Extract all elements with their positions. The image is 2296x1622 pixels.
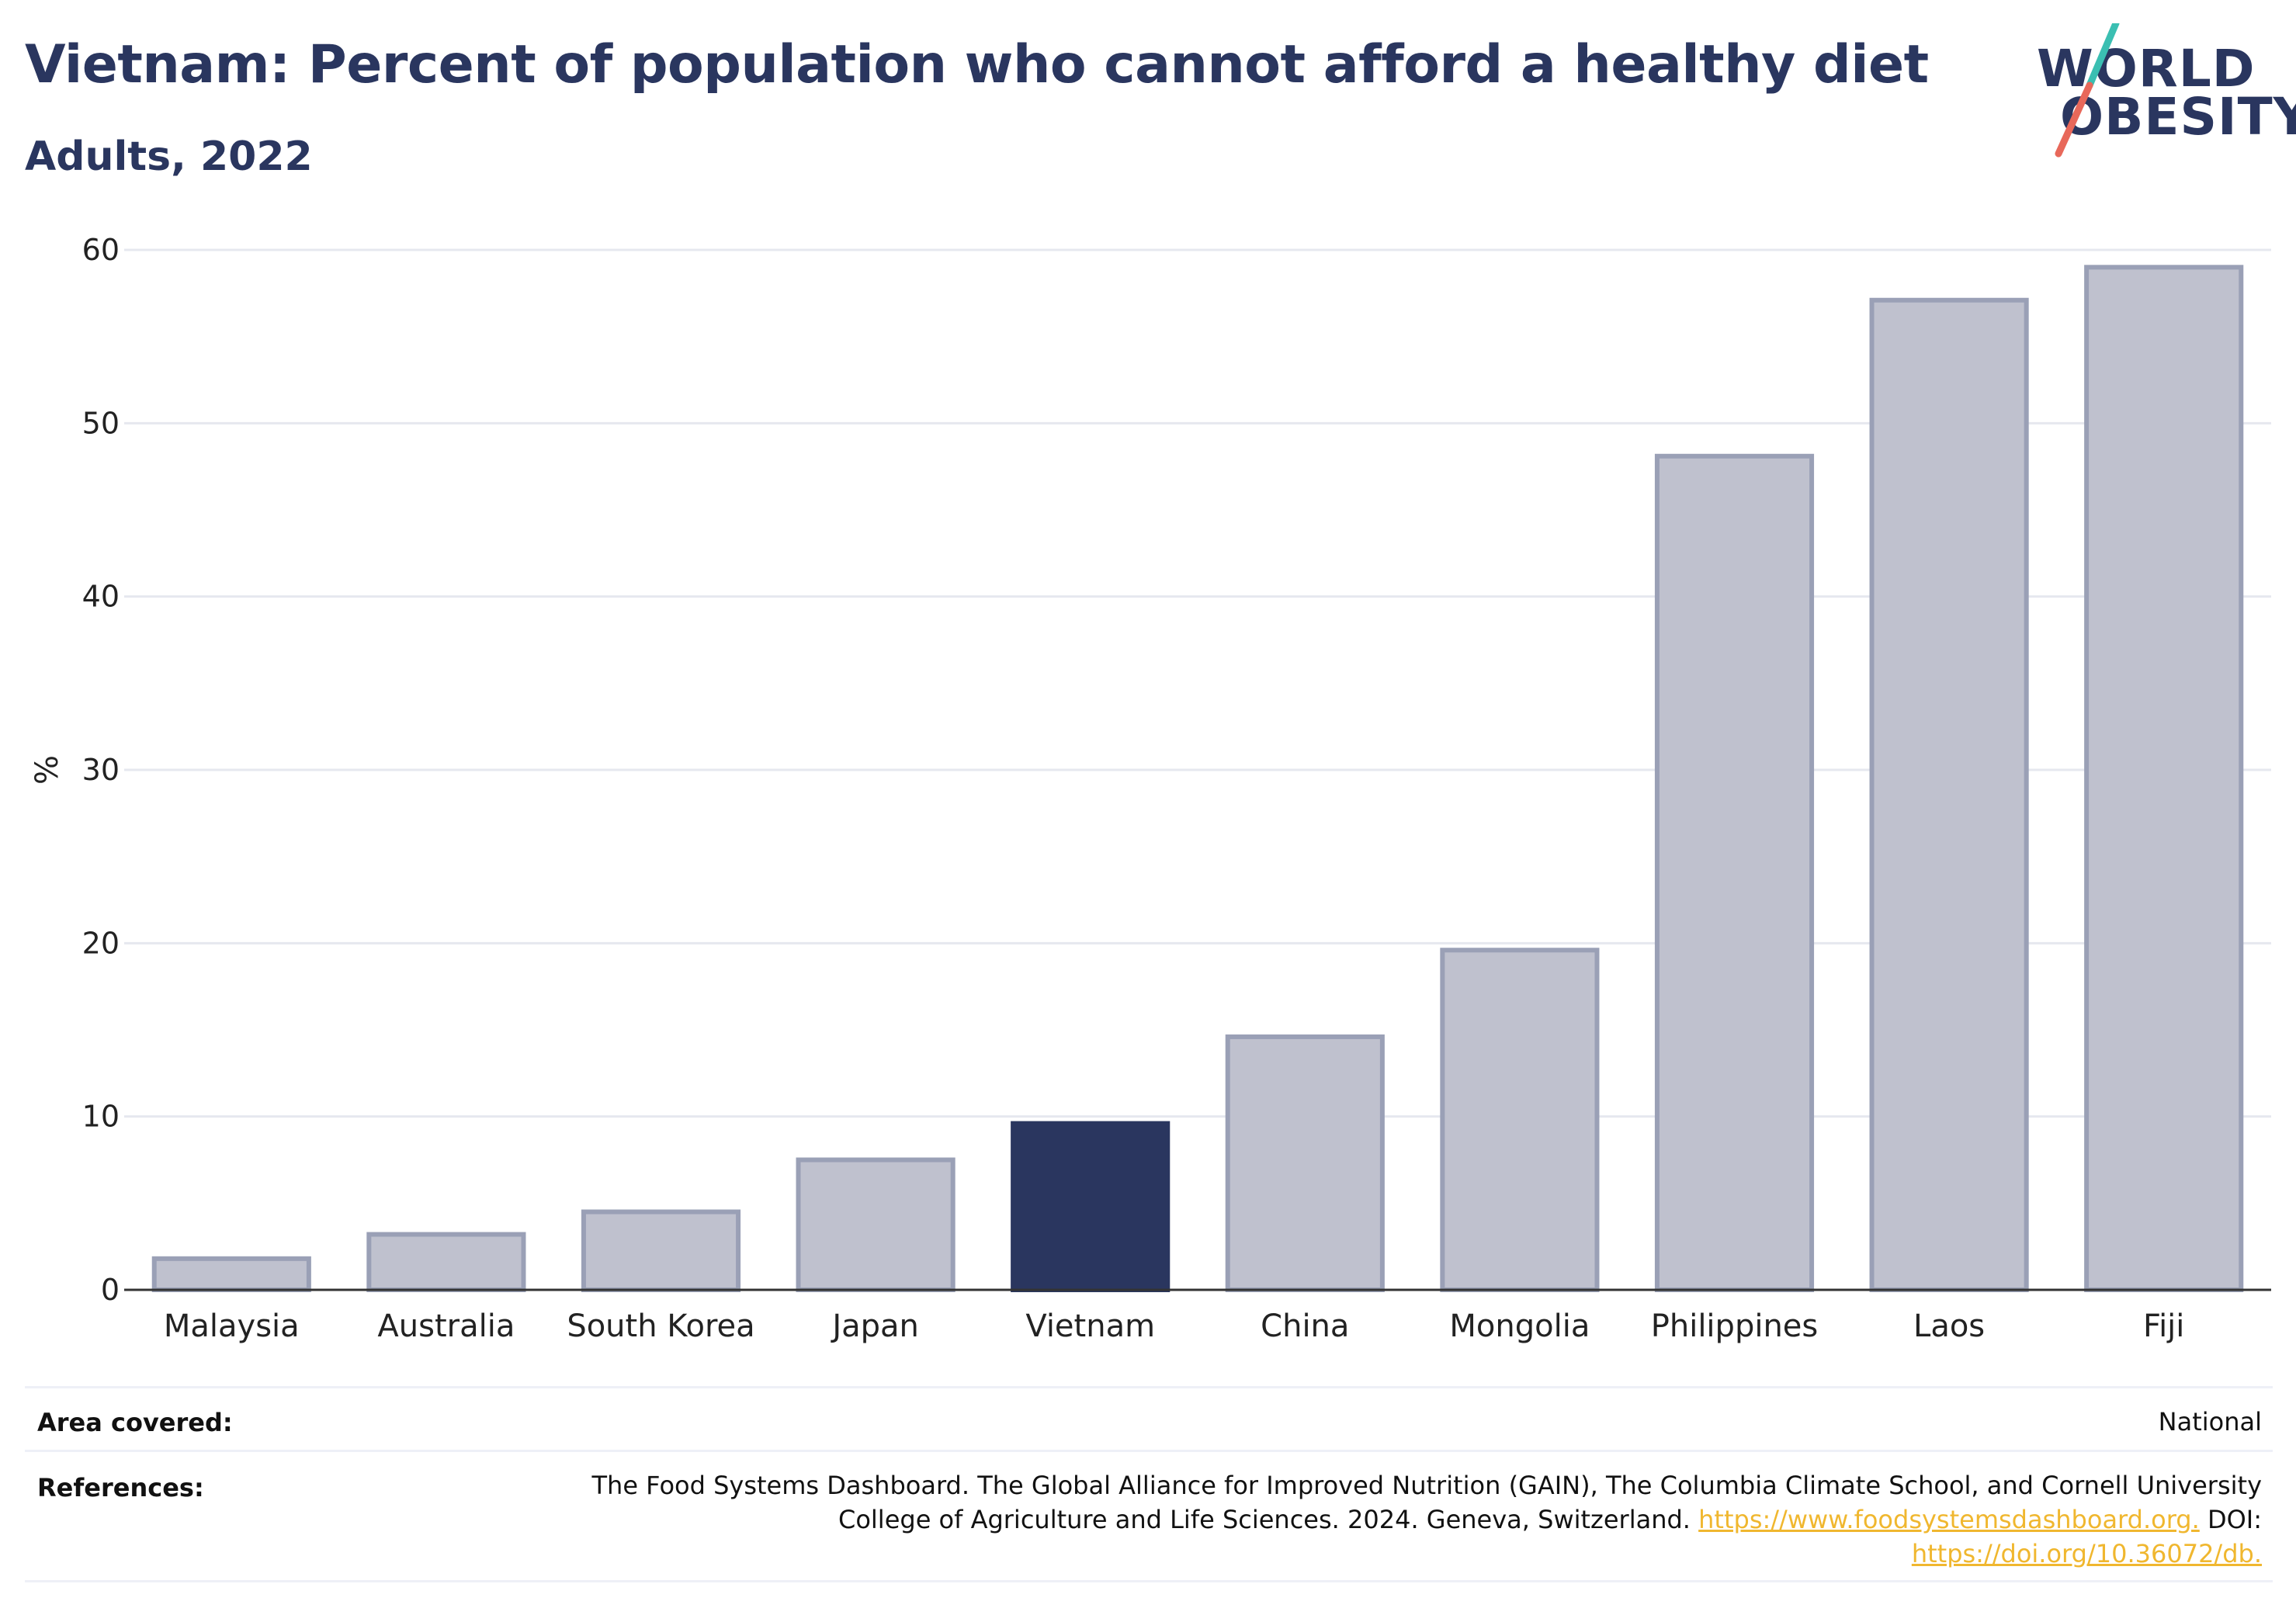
bar-south-korea bbox=[581, 1209, 741, 1292]
x-tick-label: Vietnam bbox=[1025, 1308, 1155, 1344]
references-label: References: bbox=[37, 1473, 204, 1502]
references-text: The Food Systems Dashboard. The Global A… bbox=[591, 1471, 2262, 1534]
bar-laos bbox=[1869, 297, 2029, 1292]
bar-mongolia bbox=[1440, 948, 1600, 1293]
chart-title: Vietnam: Percent of population who canno… bbox=[25, 34, 1929, 95]
bar-china bbox=[1225, 1034, 1385, 1293]
x-tick-label: Laos bbox=[1913, 1308, 1985, 1344]
logo-slash-icon bbox=[2055, 23, 2120, 158]
logo-word-obesity: OBESITY bbox=[2060, 87, 2296, 147]
bar-australia bbox=[366, 1232, 526, 1292]
x-tick-label: Mongolia bbox=[1449, 1308, 1590, 1344]
bar-fiji bbox=[2084, 265, 2244, 1292]
x-axis-labels: Malaysia Australia South Korea Japan Vietnam… bbox=[164, 1308, 2185, 1344]
y-tick-label: 50 bbox=[82, 406, 120, 440]
x-tick-label: Philippines bbox=[1651, 1308, 1819, 1344]
logo-slash-coral bbox=[2055, 81, 2093, 158]
bar-malaysia bbox=[151, 1256, 311, 1293]
x-tick-label: South Korea bbox=[567, 1308, 754, 1344]
y-axis-title: % bbox=[29, 755, 65, 785]
area-covered-value: National bbox=[2158, 1407, 2262, 1437]
logo-slash-teal bbox=[2086, 23, 2120, 89]
bar-japan bbox=[796, 1157, 956, 1292]
logo-word-world: WORLD bbox=[2037, 39, 2256, 99]
world-obesity-logo: WORLD OBESITY bbox=[2018, 23, 2296, 163]
x-tick-label: China bbox=[1261, 1308, 1349, 1344]
y-axis-ticks: 0 10 20 30 40 50 60 bbox=[82, 233, 120, 1307]
y-tick-label: 20 bbox=[82, 926, 120, 960]
bar-chart: 0 10 20 30 40 50 60 Malaysia Australia South Kor… bbox=[29, 233, 2271, 1344]
x-tick-label: Malaysia bbox=[164, 1308, 300, 1344]
y-tick-label: 10 bbox=[82, 1100, 120, 1134]
y-tick-label: 60 bbox=[82, 233, 120, 267]
x-tick-label: Fiji bbox=[2143, 1308, 2184, 1344]
x-tick-label: Japan bbox=[830, 1308, 919, 1344]
references-doi-label: DOI: bbox=[2207, 1505, 2262, 1534]
references-link-doi[interactable]: https://doi.org/10.36072/db. bbox=[1911, 1539, 2262, 1568]
footer-divider-middle bbox=[25, 1450, 2273, 1452]
bars bbox=[151, 265, 2244, 1293]
references-value: The Food Systems Dashboard. The Global A… bbox=[508, 1468, 2262, 1571]
footer-divider-bottom bbox=[25, 1580, 2273, 1582]
y-tick-label: 0 bbox=[101, 1273, 120, 1307]
references-link-dashboard[interactable]: https://www.foodsystemsdashboard.org. bbox=[1698, 1505, 2200, 1534]
area-covered-label: Area covered: bbox=[37, 1408, 233, 1437]
chart-subtitle: Adults, 2022 bbox=[25, 133, 313, 180]
y-tick-label: 40 bbox=[82, 580, 120, 614]
y-tick-label: 30 bbox=[82, 753, 120, 787]
x-tick-label: Australia bbox=[377, 1308, 515, 1344]
bar-vietnam bbox=[1011, 1121, 1171, 1292]
bar-philippines bbox=[1654, 453, 1815, 1292]
footer-divider-top bbox=[25, 1386, 2273, 1388]
